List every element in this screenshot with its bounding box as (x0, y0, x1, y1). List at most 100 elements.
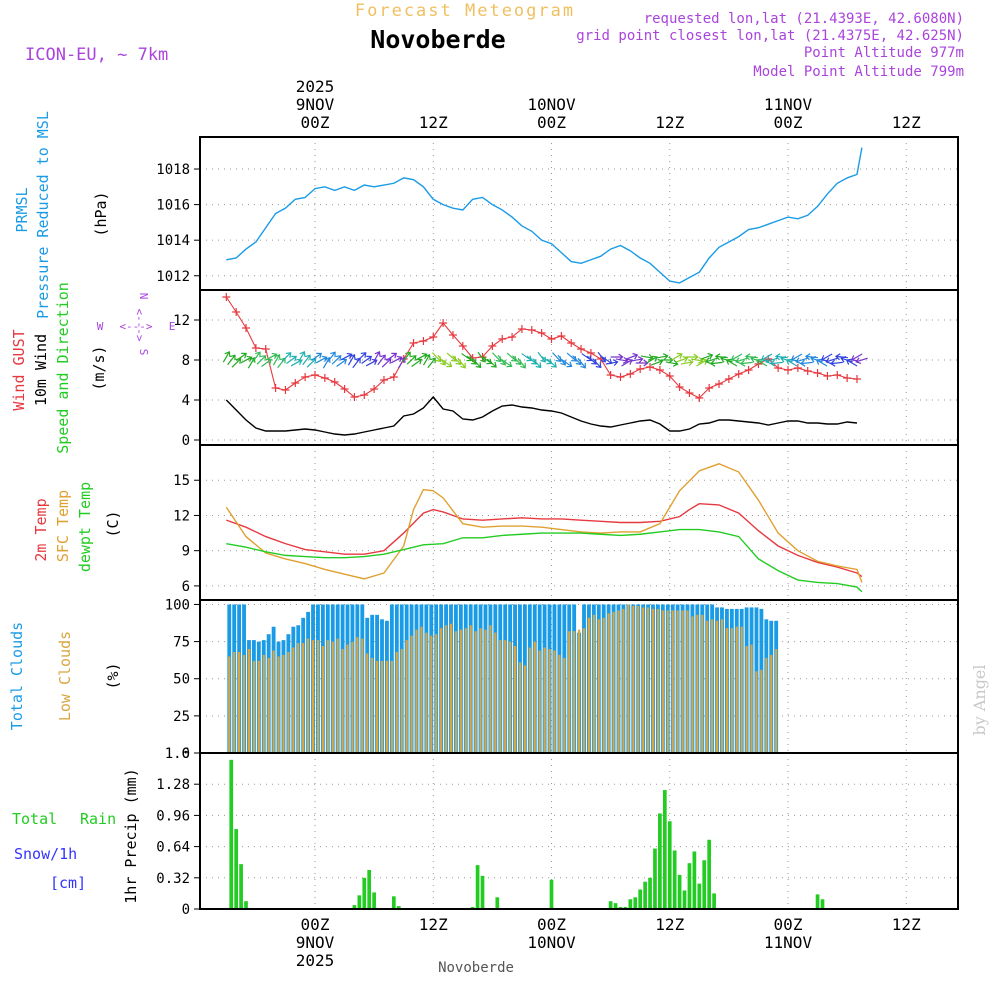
wind-gust-marker (724, 375, 733, 383)
low-clouds-bar (617, 610, 620, 753)
precip-bar (234, 829, 239, 909)
wind-arrow-shape (546, 358, 557, 368)
wind-ytick-label: 4 (182, 393, 190, 409)
wind-arrow-shape (532, 358, 542, 369)
wind-arrow-shape (646, 355, 658, 364)
wind-direction-arrow (714, 353, 728, 361)
wind-arrow-shape (671, 352, 683, 361)
wind-gust-marker (498, 335, 507, 343)
wind-arrow-shape (406, 355, 417, 365)
time-label: 12Z (892, 915, 921, 934)
wind-direction-arrow (621, 358, 633, 367)
low-clouds-bar (238, 651, 241, 753)
wind-direction-arrow (655, 353, 669, 361)
wind-arrow-shape (680, 359, 694, 367)
low-clouds-bar (395, 651, 398, 753)
wind-arrow-shape (272, 353, 281, 366)
precip-ytick-label: 0.32 (156, 871, 190, 887)
wind-gust-marker (429, 333, 438, 341)
compass-n: N (137, 293, 150, 300)
pressure-frame (199, 136, 959, 291)
wind-arrow-shape (785, 358, 798, 367)
low-clouds-bar (563, 657, 566, 753)
wind-frame (199, 289, 959, 446)
wind-arrow-shape (247, 356, 256, 369)
low-clouds-bar (366, 653, 369, 753)
low-clouds-bar (627, 604, 630, 753)
low-clouds-bar (671, 610, 674, 753)
wind-direction-arrow (850, 353, 863, 362)
low-clouds-bar (750, 644, 753, 753)
t2m-line (226, 503, 863, 578)
low-clouds-bar (454, 631, 457, 753)
wind-gust-marker (784, 366, 792, 374)
precip-bar (495, 897, 500, 909)
dewpt-label: dewpt Temp (76, 482, 94, 572)
wind-direction-arrow (311, 352, 323, 362)
low-clouds-bar (632, 605, 635, 753)
low-clouds-bar (568, 631, 571, 753)
wind-gust-marker (251, 344, 260, 352)
wind-gust-marker (646, 363, 655, 371)
temp-ytick-label: 6 (182, 579, 190, 595)
low-clouds-bar (459, 629, 462, 753)
wind-gust-marker (458, 342, 467, 350)
wind-arrow-shape (834, 353, 848, 361)
temp-ytick-label: 12 (173, 508, 190, 524)
wind-direction-arrow (406, 355, 417, 365)
wind-direction-arrow (286, 355, 298, 365)
wind-arrow-shape (855, 357, 868, 365)
wind-direction-arrow (546, 358, 557, 368)
compass-s: S (137, 349, 150, 356)
wind-gust-marker (636, 365, 645, 373)
low-clouds-bar (489, 625, 492, 753)
wind-arrow-shape (286, 355, 298, 365)
wind-arrow-shape (441, 359, 453, 368)
precip-bar (244, 901, 248, 909)
wind-arrow-shape (610, 353, 624, 361)
wind-direction-arrow (302, 354, 311, 366)
wind-direction-arrow (281, 352, 292, 362)
wind-ytick-label: 12 (173, 313, 190, 329)
wind-direction-arrow (825, 357, 838, 365)
wind-direction-arrow (785, 358, 798, 367)
wind-arrow-shape (427, 357, 436, 369)
low-clouds-bar (316, 640, 320, 753)
wind-direction-arrow (492, 352, 502, 363)
precip-ytick-label: 0.96 (156, 808, 190, 824)
wind-direction-arrow (256, 355, 267, 365)
precip-bar (672, 850, 677, 909)
wind-arrow-shape (486, 358, 497, 368)
low-clouds-bar (696, 614, 699, 753)
wind-direction-arrow (605, 359, 619, 367)
low-clouds-bar (573, 631, 576, 753)
time-label: 12Z (655, 113, 684, 132)
wind-direction-arrow (795, 357, 808, 365)
wind-direction-arrow (725, 358, 738, 367)
wind-arrow-shape (735, 357, 748, 365)
precip-bar (362, 877, 367, 909)
wind-gust-marker (350, 393, 359, 401)
precip-bar (687, 863, 692, 909)
wind-gust-marker (606, 371, 615, 379)
snow-label: Snow/1h (14, 845, 77, 863)
wind-arrow-shape (650, 358, 664, 366)
wind-arrow-shape (361, 355, 373, 365)
wind-direction-arrow (760, 353, 773, 362)
wind-direction-arrow (820, 353, 833, 362)
low-clouds-bar (548, 649, 551, 753)
wind-gust-marker (320, 374, 329, 382)
gridpoint-coords: grid point closest lon,lat (21.4375E, 42… (576, 28, 964, 44)
precip-bar (815, 894, 820, 909)
precip-bar (662, 790, 667, 909)
wind-direction-arrow (561, 359, 573, 368)
low-clouds-bar (346, 644, 349, 753)
wind-gust-marker (488, 342, 497, 350)
wind-direction-arrow (331, 355, 342, 365)
wind-gust-marker (508, 333, 517, 341)
low-clouds-bar (730, 628, 733, 753)
requested-coords: requested lon,lat (21.4393E, 42.6080N) (644, 11, 964, 27)
time-label: 00Z (774, 113, 803, 132)
compass-vertical: <---> (133, 308, 146, 341)
precip-ytick-label: 0.64 (156, 840, 190, 856)
